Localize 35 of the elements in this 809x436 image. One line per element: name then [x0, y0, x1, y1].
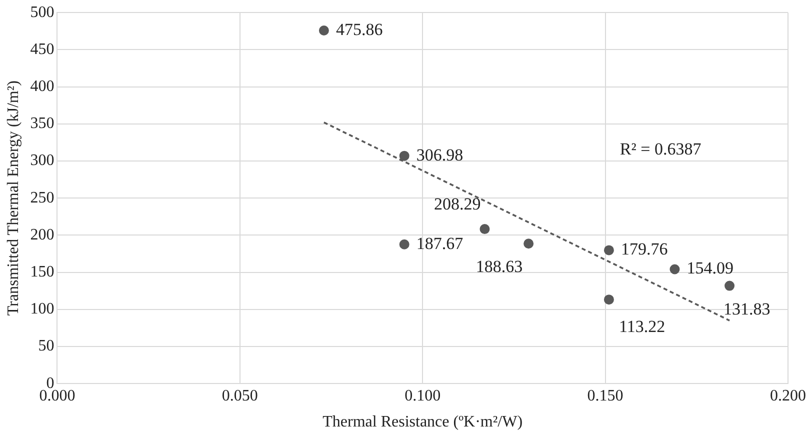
x-tick-label: 0.150: [587, 387, 624, 404]
y-tick-label: 200: [30, 226, 54, 244]
y-tick-label: 400: [30, 78, 54, 96]
y-tick-label: 50: [38, 338, 54, 355]
y-tick-label: 300: [30, 152, 54, 170]
y-axis-title: Transmitted Thermal Energy (kJ/m²): [4, 80, 22, 316]
x-tick-label: 0.050: [222, 387, 258, 404]
data-label: 188.63: [476, 257, 523, 276]
data-label: 154.09: [686, 258, 734, 278]
data-label: 208.29: [434, 194, 481, 214]
data-label: 131.83: [724, 299, 770, 318]
data-label: 306.98: [416, 145, 464, 164]
data-label: 179.76: [620, 240, 668, 259]
data-label: 113.22: [618, 317, 666, 336]
y-tick-label: 150: [30, 264, 54, 281]
point: [399, 150, 410, 161]
y-tick-label: 100: [30, 300, 54, 318]
point: [604, 294, 614, 305]
point: [524, 238, 534, 249]
x-tick-label: 0.100: [404, 387, 441, 404]
data-label: 187.67: [416, 234, 464, 253]
data-label: 475.86: [336, 20, 383, 39]
point: [604, 245, 614, 256]
x-axis-title: Thermal Resistance (ºK·m²/W): [322, 414, 523, 431]
point: [399, 239, 410, 250]
point: [480, 224, 490, 234]
y-tick-label: 500: [30, 4, 54, 21]
y-tick-label: 250: [30, 189, 54, 206]
y-tick-label: 450: [30, 40, 54, 58]
point: [724, 280, 735, 291]
annotation: R² = 0.6387: [620, 139, 702, 158]
x-tick-label: 0.200: [770, 387, 806, 404]
y-tick-label: 350: [30, 115, 54, 132]
point: [670, 264, 680, 274]
point: [318, 26, 329, 36]
